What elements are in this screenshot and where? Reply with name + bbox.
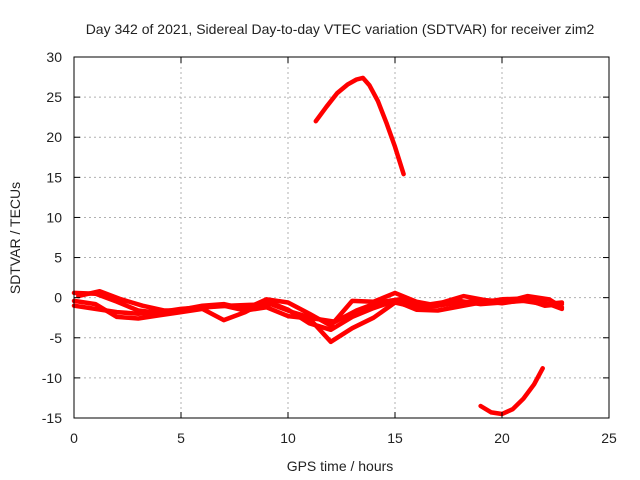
- y-tick-label: 0: [54, 290, 62, 306]
- plot-frame: [73, 56, 610, 419]
- x-tick-label: 25: [601, 430, 617, 446]
- y-tick-label: 5: [54, 250, 62, 266]
- x-tick-label: 20: [494, 430, 510, 446]
- x-tick-label: 0: [70, 430, 78, 446]
- y-tick-label: 10: [46, 209, 62, 225]
- y-tick-label: -10: [42, 370, 62, 386]
- y-tick-label: -5: [50, 330, 63, 346]
- x-axis-label: GPS time / hours: [287, 458, 394, 474]
- series-arc-high: [313, 75, 406, 177]
- y-axis-label: SDTVAR / TECUs: [7, 182, 23, 294]
- x-tick-labels: 0 5 10 15 20 25: [70, 430, 617, 446]
- y-tick-label: 25: [46, 89, 62, 105]
- x-tick-label: 15: [387, 430, 403, 446]
- series-band-4: [76, 288, 565, 324]
- series-arc-low: [478, 366, 545, 417]
- x-tick-label: 10: [280, 430, 296, 446]
- grid-lines: [74, 57, 609, 418]
- axis-ticks: [73, 56, 610, 419]
- chart-title: Day 342 of 2021, Sidereal Day-to-day VTE…: [86, 21, 595, 37]
- y-tick-labels: -15 -10 -5 0 5 10 15 20 25 30: [42, 49, 62, 426]
- x-tick-label: 5: [177, 430, 185, 446]
- series-group: [71, 75, 565, 417]
- y-tick-label: 20: [46, 129, 62, 145]
- y-tick-label: 15: [46, 169, 62, 185]
- y-tick-label: -15: [42, 410, 62, 426]
- y-tick-label: 30: [46, 49, 62, 65]
